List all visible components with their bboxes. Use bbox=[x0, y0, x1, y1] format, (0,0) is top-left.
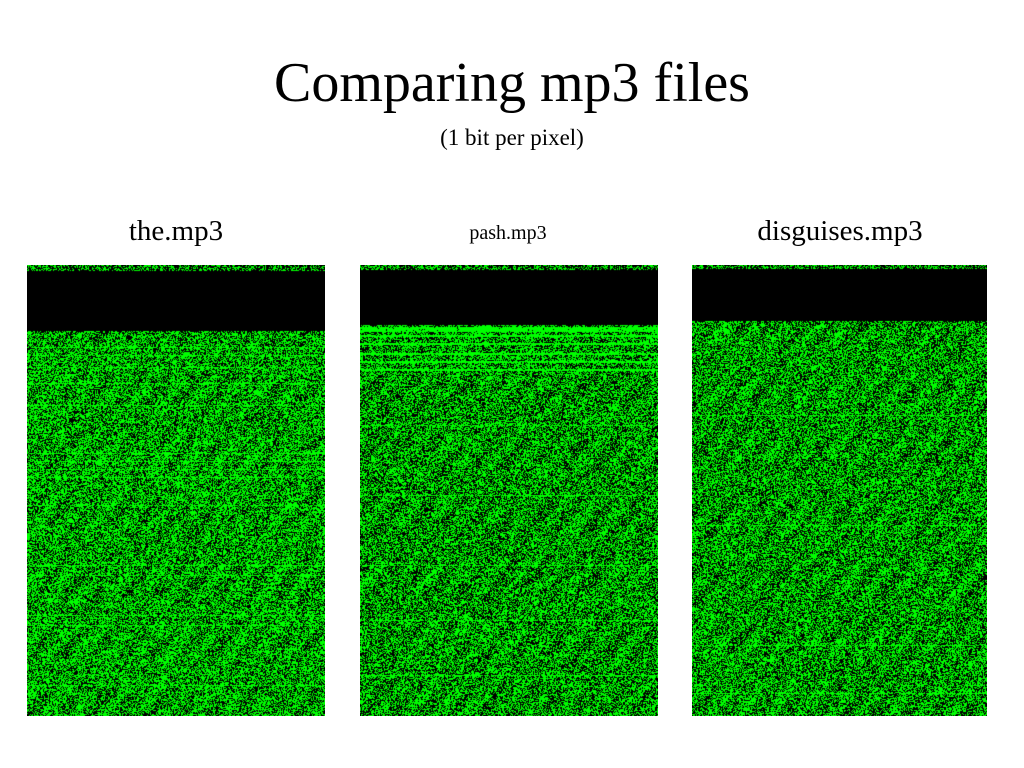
slide-subtitle: (1 bit per pixel) bbox=[440, 125, 584, 150]
bitmap-pash-mp3 bbox=[360, 265, 658, 716]
panel-label-the-mp3: the.mp3 bbox=[128, 215, 224, 247]
panel-label-pash-mp3: pash.mp3 bbox=[469, 222, 547, 244]
panel-label-disguises-mp3: disguises.mp3 bbox=[757, 215, 923, 247]
bitmap-the-mp3 bbox=[27, 265, 325, 716]
bitmap-disguises-mp3 bbox=[692, 265, 987, 716]
slide-title: Comparing mp3 files bbox=[274, 52, 750, 114]
